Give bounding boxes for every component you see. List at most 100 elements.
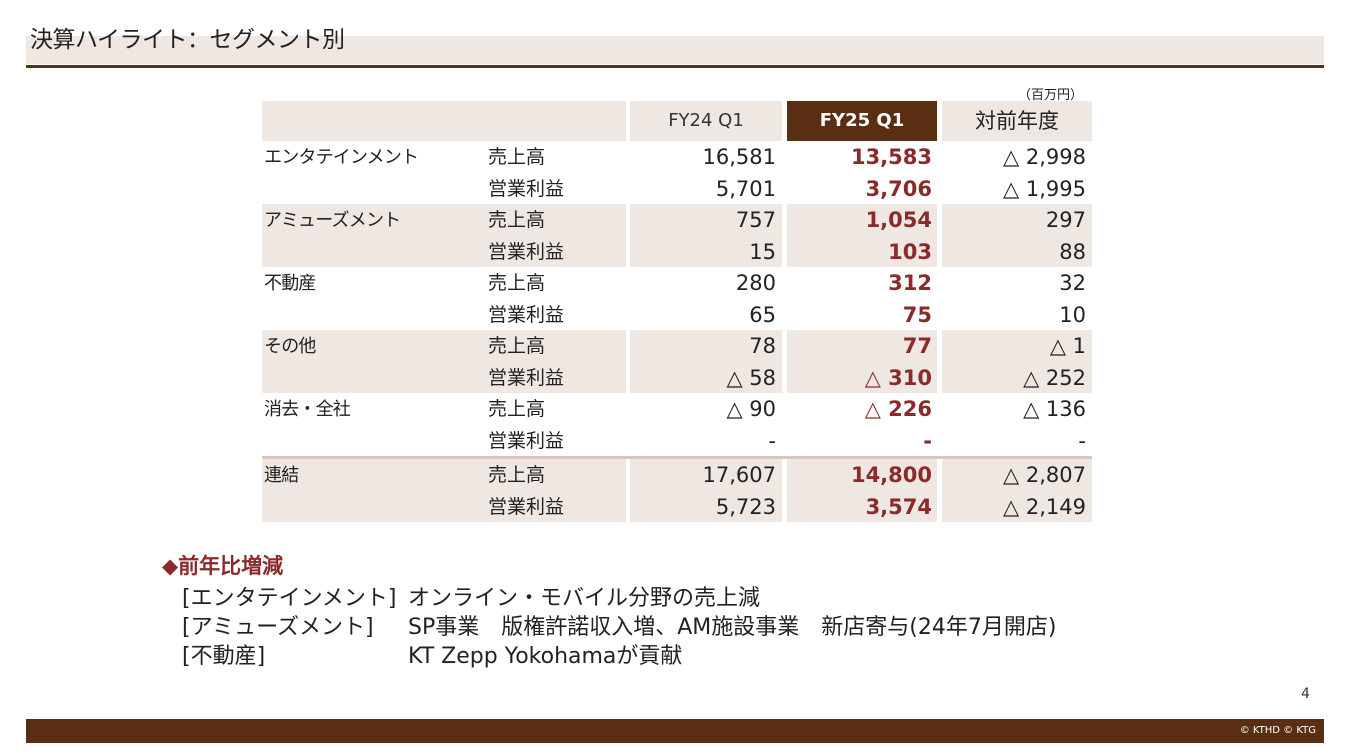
note-key: [エンタテインメント] bbox=[182, 586, 397, 611]
value-fy24: 757 bbox=[735, 208, 776, 232]
item-name: 営業利益 bbox=[488, 303, 565, 326]
value-fy25: 14,800 bbox=[850, 463, 932, 487]
value-yoy: △ 252 bbox=[1023, 365, 1086, 390]
value-fy25: - bbox=[923, 428, 932, 453]
item-name: 営業利益 bbox=[488, 495, 565, 518]
table-row: 営業利益 15 103 88 bbox=[262, 235, 1092, 267]
row-cell-bg bbox=[942, 361, 1092, 393]
segment-name: エンタテインメント bbox=[264, 147, 419, 168]
value-yoy: △ 1,995 bbox=[1003, 176, 1086, 201]
value-fy24: 5,723 bbox=[715, 494, 776, 519]
value-fy24: 65 bbox=[749, 302, 776, 327]
row-cell-bg bbox=[630, 459, 782, 491]
item-name: 売上高 bbox=[488, 146, 546, 168]
value-fy25: 103 bbox=[888, 239, 932, 264]
header-fy25-q1: FY25 Q1 bbox=[787, 101, 937, 141]
table-row: 営業利益 - - - bbox=[262, 425, 1092, 457]
note-text: KT Zepp Yokohamaが貢献 bbox=[408, 644, 683, 669]
header-blank bbox=[262, 101, 626, 141]
value-yoy: △ 2,149 bbox=[1003, 494, 1086, 519]
row-cell-bg bbox=[262, 173, 626, 205]
note-amusement: [アミューズメント] SP事業 版権許諾収入増、AM施設事業 新店寄与(24年7… bbox=[162, 609, 1056, 640]
value-yoy: △ 1 bbox=[1049, 334, 1086, 358]
row-cell-bg bbox=[630, 204, 782, 236]
value-yoy: △ 136 bbox=[1023, 397, 1086, 421]
value-fy24: 5,701 bbox=[715, 176, 776, 201]
table-row: その他 売上高 78 77 △ 1 bbox=[262, 330, 1092, 362]
value-fy25: △ 226 bbox=[864, 397, 932, 421]
item-name: 売上高 bbox=[488, 272, 546, 294]
row-cell-bg bbox=[262, 204, 626, 236]
value-fy24: 280 bbox=[735, 271, 776, 295]
note-entertainment: [エンタテインメント] オンライン・モバイル分野の売上減 bbox=[162, 580, 760, 611]
title-underline bbox=[26, 65, 1324, 68]
copyright: © KTHD © KTG bbox=[1239, 725, 1316, 736]
row-cell-bg bbox=[942, 459, 1092, 491]
value-fy24: △ 58 bbox=[726, 365, 776, 390]
row-cell-bg bbox=[787, 459, 937, 491]
note-key: [アミューズメント] bbox=[182, 615, 374, 640]
segment-name: その他 bbox=[264, 336, 316, 357]
value-fy24: 16,581 bbox=[702, 145, 776, 169]
row-cell-bg bbox=[787, 204, 937, 236]
row-cell-bg bbox=[262, 459, 626, 491]
value-fy24: - bbox=[768, 428, 776, 453]
table-row: 不動産 売上高 280 312 32 bbox=[262, 267, 1092, 299]
footer-bar: © KTHD © KTG bbox=[26, 719, 1324, 743]
value-fy25: 13,583 bbox=[850, 145, 932, 169]
note-key: [不動産] bbox=[182, 644, 266, 669]
row-cell-bg bbox=[262, 490, 626, 522]
title-band bbox=[26, 36, 1324, 64]
row-cell-bg bbox=[787, 330, 937, 362]
segment-name: 消去・全社 bbox=[264, 399, 351, 420]
value-fy25: 77 bbox=[902, 334, 932, 358]
item-name: 売上高 bbox=[488, 464, 546, 486]
row-cell-bg bbox=[787, 361, 937, 393]
value-fy25: 1,054 bbox=[865, 208, 932, 232]
note-real-estate: [不動産] KT Zepp Yokohamaが貢献 bbox=[162, 638, 682, 669]
row-cell-bg bbox=[787, 425, 937, 457]
segment-name: アミューズメント bbox=[264, 210, 401, 231]
table-row: 消去・全社 売上高 △ 90 △ 226 △ 136 bbox=[262, 393, 1092, 425]
segment-table: FY24 Q1 FY25 Q1 対前年度 エンタテインメント 売上高 16,581 1… bbox=[262, 101, 1092, 522]
table-row: アミューズメント 売上高 757 1,054 297 bbox=[262, 204, 1092, 236]
table-row: 連結 売上高 17,607 14,800 △ 2,807 bbox=[262, 459, 1092, 491]
table-row: 営業利益 5,701 3,706 △ 1,995 bbox=[262, 173, 1092, 205]
value-yoy: 88 bbox=[1059, 239, 1086, 264]
row-cell-bg bbox=[262, 425, 626, 457]
item-name: 営業利益 bbox=[488, 429, 565, 452]
notes-section: ◆前年比増減 [エンタテインメント] オンライン・モバイル分野の売上減 [アミュ… bbox=[162, 550, 1056, 669]
value-yoy: △ 2,807 bbox=[1003, 463, 1086, 487]
table-row: 営業利益 △ 58 △ 310 △ 252 bbox=[262, 361, 1092, 393]
item-name: 営業利益 bbox=[488, 240, 565, 263]
item-name: 売上高 bbox=[488, 209, 546, 231]
row-cell-bg bbox=[630, 235, 782, 267]
row-cell-bg bbox=[262, 361, 626, 393]
value-fy24: 17,607 bbox=[702, 463, 776, 487]
item-name: 売上高 bbox=[488, 335, 546, 357]
value-fy25: 312 bbox=[888, 271, 932, 295]
row-cell-bg bbox=[787, 235, 937, 267]
unit-label: （百万円） bbox=[1018, 88, 1084, 103]
row-cell-bg bbox=[262, 267, 626, 299]
value-yoy: 297 bbox=[1045, 208, 1086, 232]
row-cell-bg bbox=[262, 299, 626, 331]
page-title: 決算ハイライト：セグメント別 bbox=[30, 27, 345, 53]
table-row: エンタテインメント 売上高 16,581 13,583 △ 2,998 bbox=[262, 141, 1092, 173]
item-name: 営業利益 bbox=[488, 366, 565, 389]
table-row: 営業利益 65 75 10 bbox=[262, 299, 1092, 331]
table-body: エンタテインメント 売上高 16,581 13,583 △ 2,998 営業利益 5,701… bbox=[262, 141, 1092, 522]
row-cell-bg bbox=[630, 361, 782, 393]
note-text: SP事業 版権許諾収入増、AM施設事業 新店寄与(24年7月開店) bbox=[408, 615, 1057, 640]
value-yoy: 32 bbox=[1059, 271, 1086, 295]
row-cell-bg bbox=[942, 330, 1092, 362]
header-yoy: 対前年度 bbox=[942, 101, 1092, 141]
value-fy24: 78 bbox=[749, 334, 776, 358]
row-cell-bg bbox=[942, 490, 1092, 522]
row-cell-bg bbox=[630, 490, 782, 522]
item-name: 営業利益 bbox=[488, 177, 565, 200]
total-separator bbox=[262, 456, 1092, 459]
value-fy25: △ 310 bbox=[864, 365, 932, 390]
value-yoy: △ 2,998 bbox=[1003, 145, 1086, 169]
segment-name: 連結 bbox=[264, 465, 299, 486]
